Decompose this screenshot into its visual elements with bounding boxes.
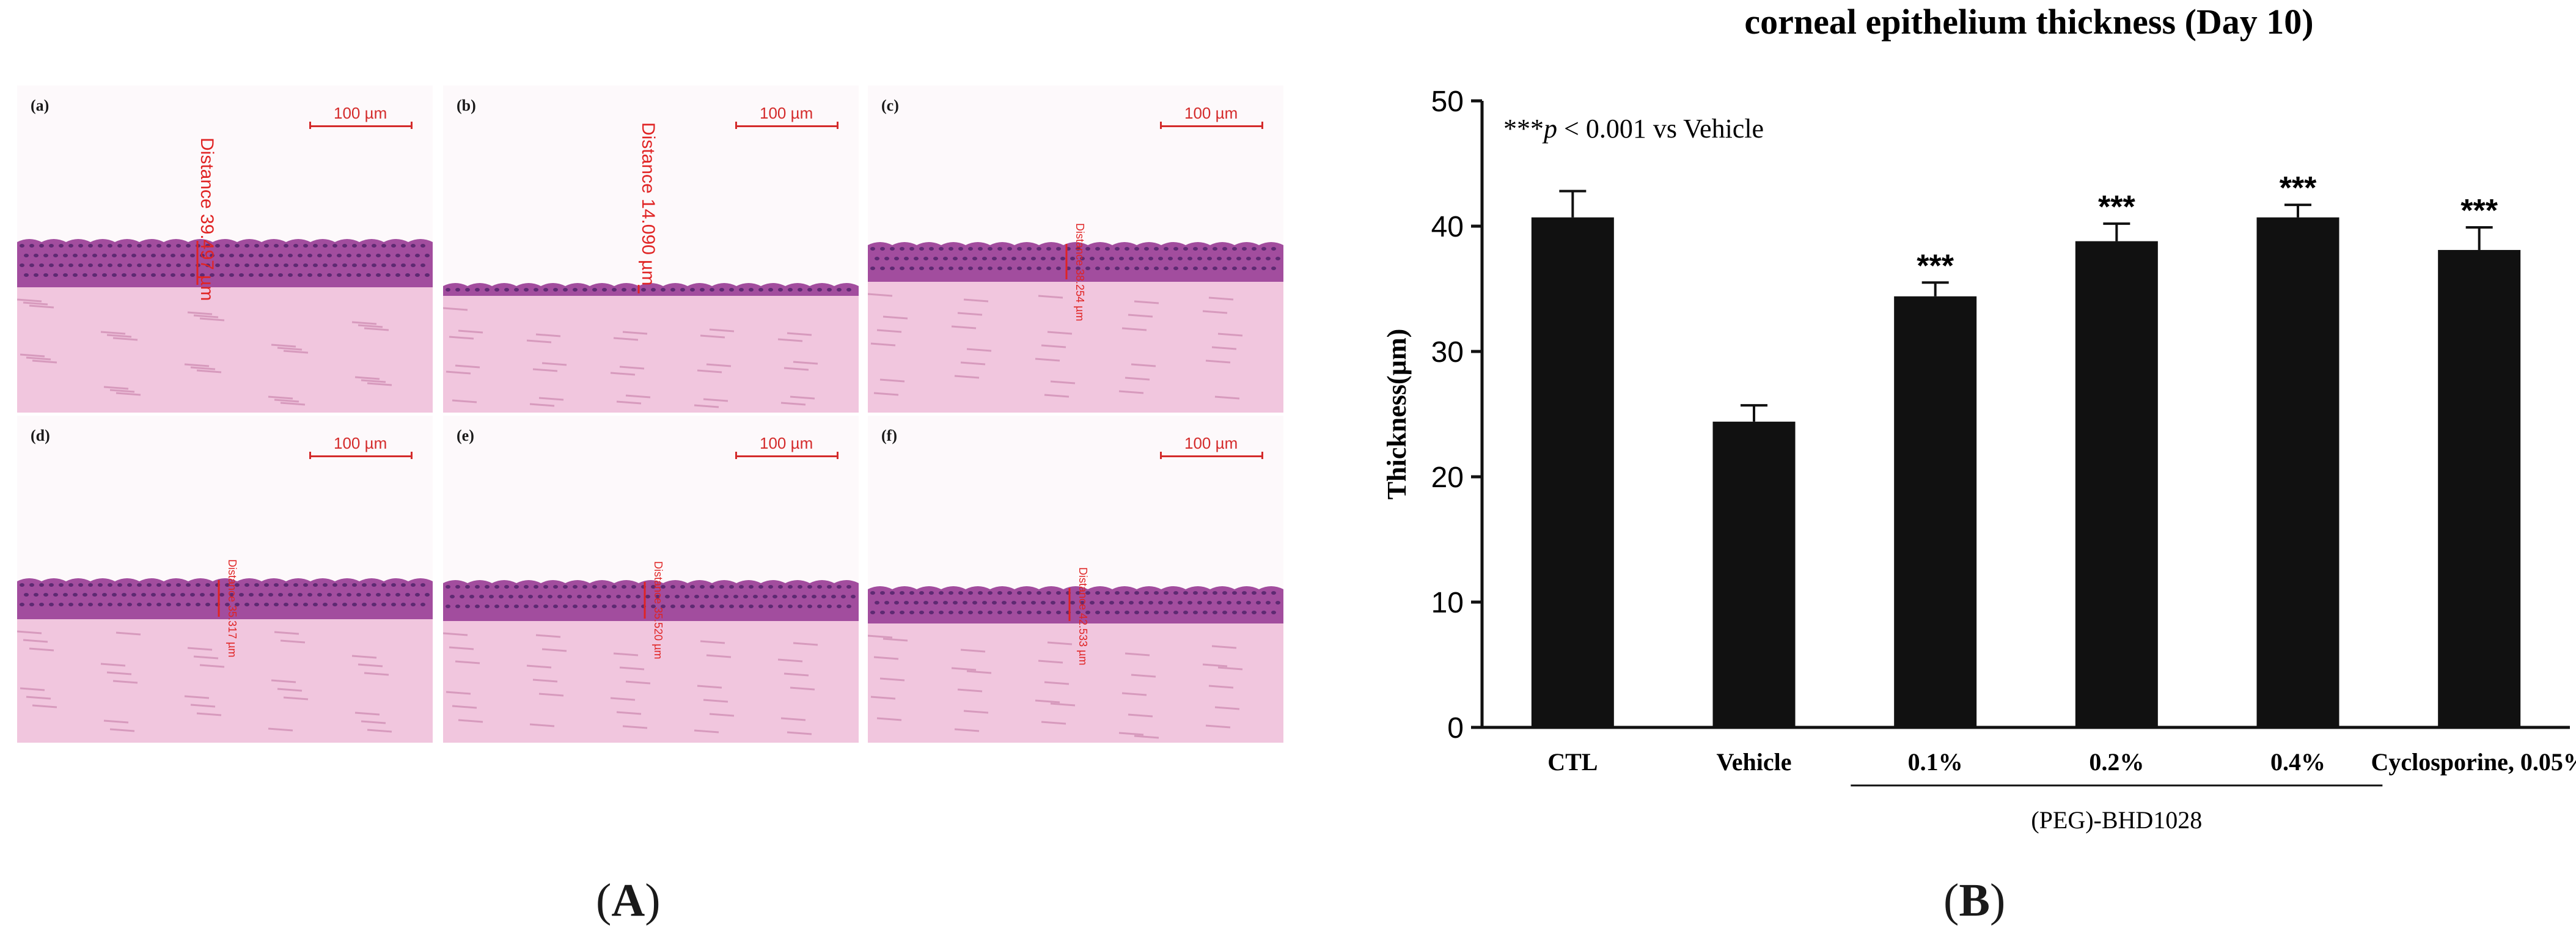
- scale-bar: [309, 452, 413, 459]
- panel-b-caption: (B): [1943, 875, 2006, 926]
- x-tick-label: 0.2%: [2089, 748, 2144, 776]
- micrograph-label: (d): [31, 427, 50, 444]
- panel-a-caption: (A): [596, 875, 661, 926]
- micrograph-panel: (c) 100 µm Distance 38.254 µm: [868, 86, 1283, 413]
- micrograph-image: [17, 578, 433, 743]
- micrograph-image: [443, 580, 859, 743]
- micrograph-panel: (f) 100 µm Distance 42.533 µm: [868, 416, 1283, 743]
- scale-bar: [309, 122, 413, 129]
- micrograph-image: [868, 586, 1283, 743]
- chart-title: corneal epithelium thickness (Day 10): [1744, 2, 2313, 42]
- x-tick-label: CTL: [1547, 748, 1598, 776]
- significance-marker: ***: [2460, 193, 2498, 229]
- micrograph-image: [868, 242, 1283, 413]
- panel-a: (a) 100 µm Distance 39.497 µm (b) 100 µm Dist…: [0, 0, 1283, 945]
- significance-annotation: ***p < 0.001 vs Vehicle: [1503, 114, 1764, 144]
- micrograph-image: [17, 239, 433, 413]
- micrograph-image: [443, 283, 859, 413]
- distance-measurement: Distance 39.497 µm: [197, 138, 217, 301]
- micrograph-label: (c): [881, 97, 899, 114]
- micrograph-label: (e): [457, 427, 474, 444]
- significance-marker: ***: [2098, 189, 2135, 225]
- y-tick-label: 40: [1431, 211, 1464, 243]
- distance-measurement: Distance 35.317 µm: [226, 559, 238, 658]
- scale-bar-label: 100 µm: [760, 104, 813, 122]
- distance-measurement: Distance 35.520 µm: [652, 561, 664, 660]
- y-tick-label: 30: [1431, 336, 1464, 369]
- x-tick-label: 0.4%: [2270, 748, 2325, 776]
- scale-bar-label: 100 µm: [334, 434, 387, 452]
- panel-b: corneal epithelium thickness (Day 10) 0 10…: [1363, 0, 2576, 945]
- y-axis-label: Thickness(µm): [1382, 329, 1412, 500]
- bar: [1531, 217, 1614, 727]
- distance-measurement: Distance 42.533 µm: [1077, 567, 1089, 666]
- bar: [2438, 249, 2521, 727]
- micrograph-panel: (b) 100 µm Distance 14.090 µm: [443, 86, 859, 413]
- bar-chart: corneal epithelium thickness (Day 10) 0 10…: [1382, 2, 2576, 834]
- y-tick-label: 50: [1431, 86, 1464, 118]
- group-label: (PEG)-BHD1028: [2031, 806, 2202, 834]
- x-tick-label: 0.1%: [1908, 748, 1963, 776]
- scale-bar-label: 100 µm: [760, 434, 813, 452]
- bar: [2075, 241, 2158, 728]
- micrograph-panel: (e) 100 µm Distance 35.520 µm: [443, 416, 859, 743]
- x-tick-label: Vehicle: [1717, 748, 1792, 776]
- significance-marker: ***: [2280, 171, 2317, 206]
- y-tick-label: 20: [1431, 461, 1464, 494]
- scale-bar: [735, 122, 838, 129]
- scale-bar: [1160, 452, 1263, 459]
- micrograph-panel: (a) 100 µm Distance 39.497 µm: [17, 86, 433, 413]
- y-tick-label: 10: [1431, 587, 1464, 619]
- micrograph-label: (a): [31, 97, 50, 114]
- distance-measurement: Distance 38.254 µm: [1074, 223, 1086, 322]
- significance-marker: ***: [1917, 248, 1954, 284]
- x-tick-label: Cyclosporine, 0.05%: [2371, 748, 2576, 776]
- micrograph-label: (f): [881, 427, 897, 444]
- scale-bar-label: 100 µm: [334, 104, 387, 122]
- micrograph-label: (b): [457, 97, 476, 114]
- bar: [1712, 421, 1796, 727]
- scale-bar-label: 100 µm: [1184, 434, 1238, 452]
- distance-measurement: Distance 14.090 µm: [638, 122, 658, 286]
- bar: [1894, 296, 1977, 727]
- bar: [2256, 217, 2339, 727]
- scale-bar: [735, 452, 838, 459]
- micrograph-panel: (d) 100 µm Distance 35.317 µm: [17, 416, 433, 743]
- scale-bar-label: 100 µm: [1184, 104, 1238, 122]
- y-tick-label: 0: [1447, 712, 1464, 745]
- scale-bar: [1160, 122, 1263, 129]
